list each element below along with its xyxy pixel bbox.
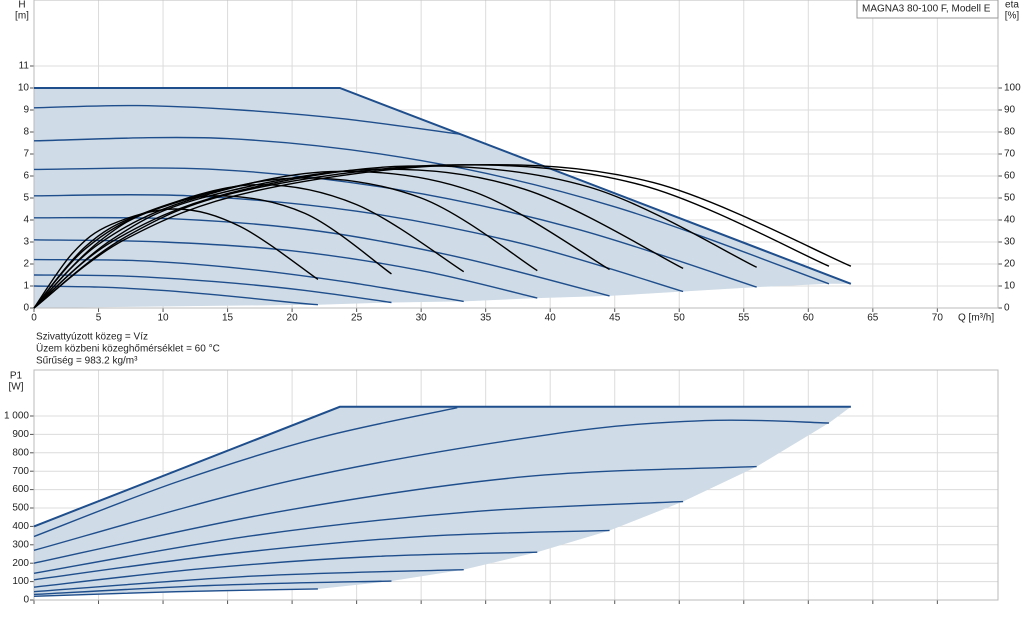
x-tick-label: 10 (157, 313, 169, 324)
note: Sűrűség = 983.2 kg/m³ (36, 356, 138, 367)
y2-tick-label: 100 (1004, 83, 1021, 94)
y-tick-label: 11 (19, 61, 30, 72)
y-tick-label: 1 (23, 281, 29, 292)
y2-tick-label: 20 (1004, 259, 1016, 270)
x-tick-label: 70 (932, 313, 944, 324)
y-tick-label: 3 (23, 237, 29, 248)
y-tick-label: 700 (12, 466, 29, 477)
y2-tick-label: 70 (1004, 149, 1016, 160)
y2-axis-unit: [%] (1005, 11, 1020, 22)
x-tick-label: 60 (803, 313, 815, 324)
y-axis-unit: [m] (15, 11, 29, 22)
annotation-box (856, 0, 999, 19)
y-tick-label: 900 (12, 429, 29, 440)
y-tick-label: 8 (23, 127, 29, 138)
pump-curve (33, 136, 830, 285)
pump-curve (33, 465, 757, 564)
efficiency-curve (33, 168, 684, 309)
y-tick-label: 200 (12, 558, 29, 569)
y-tick-label: 500 (12, 503, 29, 514)
y2-tick-label: 40 (1004, 215, 1016, 226)
y2-tick-label: 90 (1004, 105, 1016, 116)
pump-curve (33, 419, 829, 551)
x-tick-label: 65 (867, 313, 879, 324)
pump-curve (33, 529, 610, 581)
plots: 0 5 10 15 20 25 30 35 40 45 50 55 60 65 70012345678910… (4, 0, 1021, 606)
y2-tick-label: 60 (1004, 171, 1016, 182)
y-tick-label: 7 (23, 149, 29, 160)
pump-curve (33, 239, 538, 299)
efficiency-curve (33, 170, 610, 309)
y2-tick-label: 0 (1004, 303, 1010, 314)
note: Üzem közbeni közeghőmérséklet = 60 °C (36, 343, 220, 355)
plot-frame (33, 0, 999, 309)
pump-curve (33, 274, 392, 304)
y2-tick-label: 50 (1004, 193, 1016, 204)
y2-tick-label: 10 (1004, 281, 1016, 292)
x-tick-label: 50 (674, 313, 686, 324)
y-axis-unit: [W] (9, 382, 24, 393)
y-tick-label: 0 (23, 595, 29, 606)
x-tick-label: 30 (416, 313, 428, 324)
y-tick-label: 4 (23, 215, 29, 226)
y-tick-label: 300 (12, 539, 29, 550)
y2-tick-label: 80 (1004, 127, 1016, 138)
pump-curve (33, 405, 851, 528)
y-tick-label: 100 (12, 576, 29, 587)
pump-curve (33, 551, 538, 588)
y-tick-label: 2 (23, 259, 29, 270)
pump-curve (33, 568, 464, 593)
pump-curve (33, 104, 460, 135)
pump-curve (33, 285, 318, 306)
pump-curve (33, 580, 392, 596)
x-tick-label: 25 (351, 313, 363, 324)
y-tick-label: 6 (23, 171, 29, 182)
y-tick-label: 400 (12, 521, 29, 532)
x-tick-label: 35 (480, 313, 492, 324)
y-tick-label: 1 000 (4, 411, 29, 422)
y2-axis-label: eta (1005, 0, 1019, 11)
x-axis-label: Q [m³/h] (958, 313, 994, 324)
y-axis-label: P1 (10, 371, 23, 382)
x-tick-label: 20 (287, 313, 299, 324)
pump-curve (33, 193, 684, 293)
pump-curve (33, 588, 318, 598)
x-tick-label: 5 (96, 313, 102, 324)
x-tick-label: 0 (31, 313, 37, 324)
y-tick-label: 0 (23, 303, 29, 314)
annotation: MAGNA3 80-100 F, Modell E (862, 4, 991, 15)
x-tick-label: 40 (545, 313, 557, 324)
y-tick-label: 10 (18, 83, 30, 94)
x-tick-label: 45 (609, 313, 621, 324)
y2-tick-label: 30 (1004, 237, 1016, 248)
note: Szivattyúzott közeg = Víz (36, 332, 148, 343)
y-tick-label: 9 (23, 105, 29, 116)
pump-curve (33, 500, 684, 575)
y-axis-label: H (18, 0, 25, 11)
plot-frame (33, 369, 999, 601)
efficiency-curve (33, 165, 757, 309)
efficiency-curve (33, 164, 830, 309)
y-tick-label: 600 (12, 484, 29, 495)
operating-area (34, 406, 851, 597)
pump-curve (33, 258, 464, 303)
y-tick-label: 5 (23, 193, 29, 204)
pump-curve (33, 407, 458, 538)
x-tick-label: 55 (738, 313, 750, 324)
pump-curve (34, 87, 852, 285)
x-tick-label: 15 (222, 313, 234, 324)
y-tick-label: 800 (12, 447, 29, 458)
efficiency-curve (33, 163, 852, 309)
